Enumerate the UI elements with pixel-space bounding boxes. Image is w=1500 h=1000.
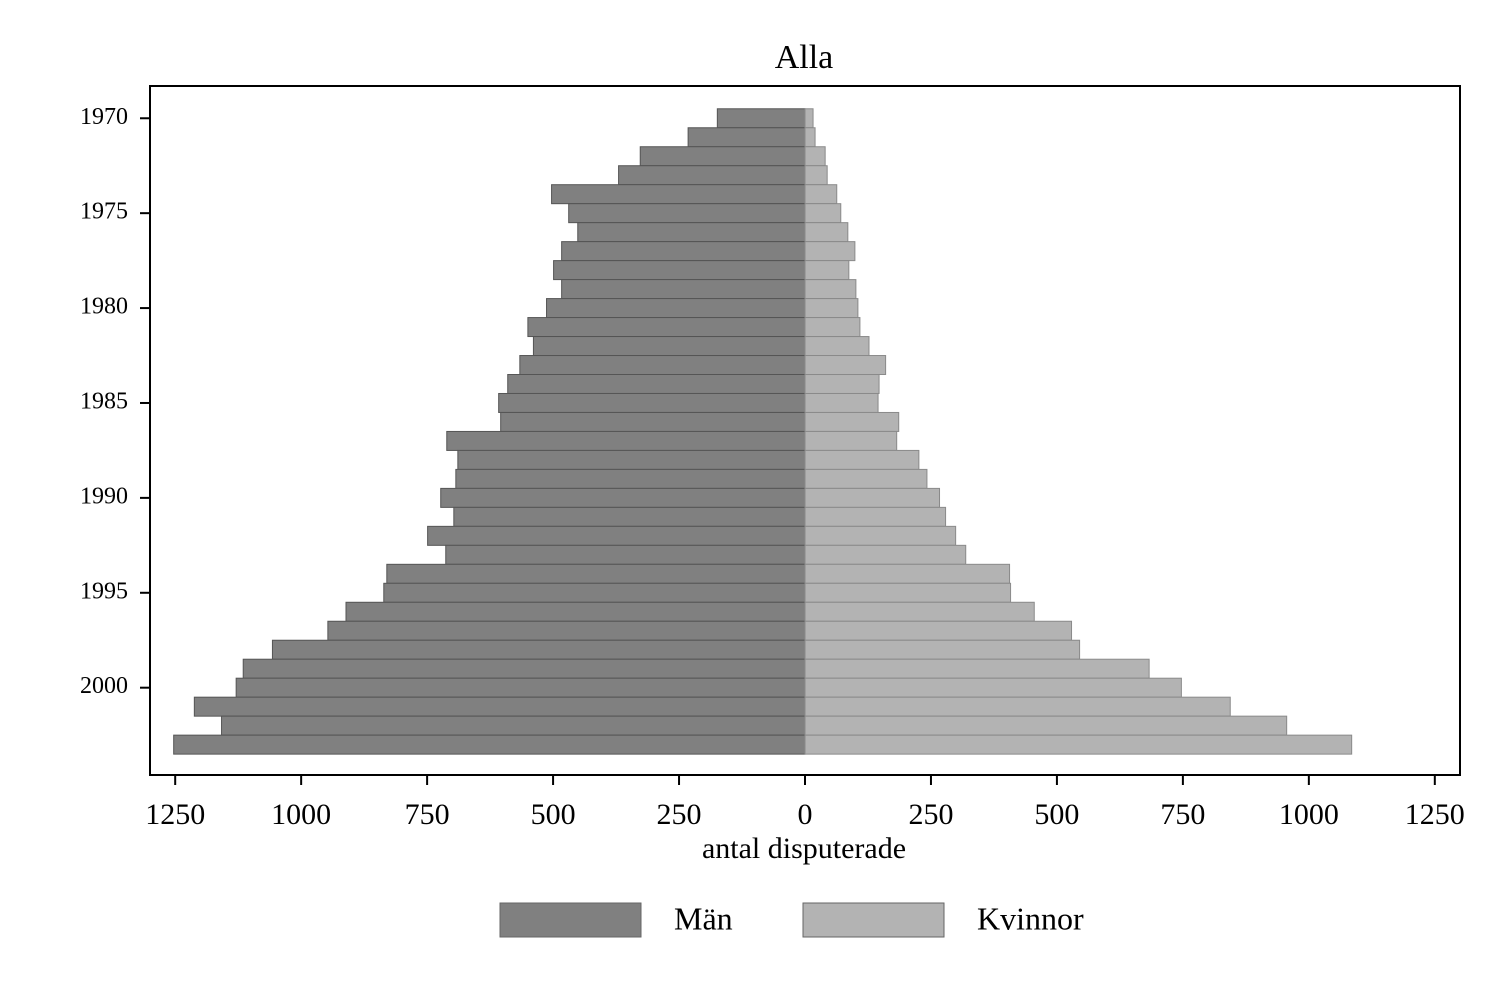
bar [527,317,806,338]
bar [804,279,857,300]
bar [498,392,806,413]
bar [804,715,1288,736]
bar [804,392,879,413]
bar [804,449,920,470]
bar [804,487,941,508]
x-tick-label: 750 [1160,798,1205,831]
bar [804,317,861,338]
y-tick-label: 1985 [80,388,128,414]
chart-title: Alla [775,39,834,76]
bar [804,374,880,394]
y-tick-label: 1995 [80,578,128,604]
bar [519,355,806,376]
bar [804,658,1150,679]
legend-label: Kvinnor [977,900,1084,936]
bar [457,449,806,470]
bar [221,715,806,736]
bar [173,734,806,755]
bar [804,506,947,527]
bar [804,146,826,167]
bar [804,222,849,243]
bar [618,165,806,186]
x-tick-label: 1250 [1405,798,1465,831]
bar [193,696,806,717]
x-tick-label: 1000 [1279,798,1339,831]
bar [804,184,838,205]
y-tick-label: 2000 [80,673,128,699]
x-tick-label: 500 [531,798,576,831]
bar [242,658,806,679]
x-tick-label: 250 [908,798,953,831]
bar [386,563,806,584]
bar [804,525,957,546]
bar [687,127,806,148]
bar [507,374,806,394]
x-tick-label: 250 [657,798,702,831]
bar [804,127,816,148]
bar [383,582,806,603]
bar [568,203,806,224]
x-tick-label: 0 [798,798,813,831]
bar [804,620,1073,641]
bar [427,525,806,546]
bar [804,241,856,262]
bar [553,260,806,281]
bar [445,544,806,565]
bar [804,411,900,432]
bar [804,696,1231,717]
bar [804,260,850,281]
bar [804,582,1012,603]
bar [804,468,928,489]
bar [804,336,870,357]
bar [804,108,814,129]
bar [804,298,859,319]
bar [804,639,1081,660]
bar [804,430,898,451]
bar [546,298,806,319]
legend-label: Män [674,900,733,936]
bar [804,355,887,376]
bar [577,222,806,243]
bar [446,430,806,451]
bar [804,544,967,565]
legend-swatch [802,902,945,938]
y-tick-label: 1980 [80,294,128,320]
y-tick-label: 1975 [80,199,128,225]
x-tick-label: 750 [405,798,450,831]
x-axis-label: antal disputerade [702,832,906,865]
y-tick-label: 1990 [80,483,128,509]
bar [716,108,806,129]
bar [804,601,1035,622]
bar [804,734,1353,755]
bar [271,639,806,660]
x-tick-label: 1000 [271,798,331,831]
x-tick-label: 1250 [145,798,205,831]
bar [561,241,806,262]
bar [455,468,806,489]
bar [551,184,806,205]
bar [327,620,806,641]
bar [453,506,806,527]
bar [500,411,806,432]
y-tick-label: 1970 [80,104,128,130]
bar [804,563,1011,584]
x-tick-label: 500 [1034,798,1079,831]
bar [440,487,806,508]
bar [804,165,828,186]
bar [235,677,806,698]
bar [804,203,842,224]
bar [532,336,806,357]
bar [561,279,806,300]
bar [804,677,1182,698]
bar [639,146,806,167]
bar [345,601,806,622]
legend-swatch [499,902,642,938]
